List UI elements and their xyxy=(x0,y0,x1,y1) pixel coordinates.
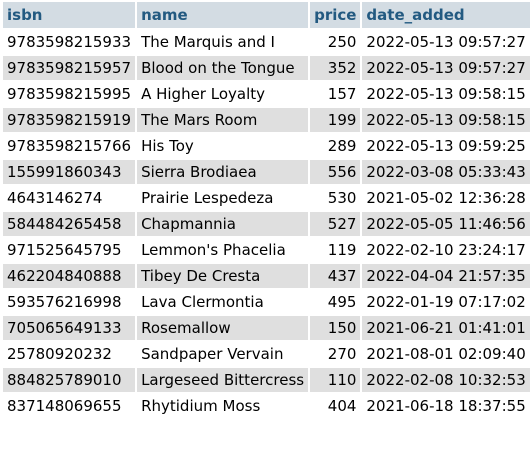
cell-price: 404 xyxy=(310,394,361,418)
table-row[interactable]: 593576216998 Lava Clermontia 495 2022-01… xyxy=(3,290,530,314)
cell-isbn: 462204840888 xyxy=(3,264,136,288)
cell-name: A Higher Loyalty xyxy=(137,82,309,106)
table-row[interactable]: 25780920232 Sandpaper Vervain 270 2021-0… xyxy=(3,342,530,366)
cell-price: 437 xyxy=(310,264,361,288)
cell-name: His Toy xyxy=(137,134,309,158)
cell-isbn: 971525645795 xyxy=(3,238,136,262)
table-row[interactable]: 884825789010 Largeseed Bittercress 110 2… xyxy=(3,368,530,392)
cell-date-added: 2022-05-13 09:57:27 xyxy=(362,56,530,80)
cell-name: The Marquis and I xyxy=(137,30,309,54)
column-header-price[interactable]: price xyxy=(310,2,361,28)
cell-name: Sandpaper Vervain xyxy=(137,342,309,366)
cell-name: The Mars Room xyxy=(137,108,309,132)
cell-isbn: 884825789010 xyxy=(3,368,136,392)
cell-isbn: 9783598215957 xyxy=(3,56,136,80)
table-row[interactable]: 971525645795 Lemmon's Phacelia 119 2022-… xyxy=(3,238,530,262)
cell-name: Prairie Lespedeza xyxy=(137,186,309,210)
cell-date-added: 2021-08-01 02:09:40 xyxy=(362,342,530,366)
cell-isbn: 9783598215766 xyxy=(3,134,136,158)
table-row[interactable]: 9783598215933 The Marquis and I 250 2022… xyxy=(3,30,530,54)
cell-price: 289 xyxy=(310,134,361,158)
cell-date-added: 2021-06-18 18:37:55 xyxy=(362,394,530,418)
cell-name: Rosemallow xyxy=(137,316,309,340)
cell-date-added: 2022-02-08 10:32:53 xyxy=(362,368,530,392)
cell-date-added: 2022-02-10 23:24:17 xyxy=(362,238,530,262)
cell-date-added: 2021-06-21 01:41:01 xyxy=(362,316,530,340)
cell-date-added: 2022-05-13 09:58:15 xyxy=(362,108,530,132)
cell-date-added: 2022-05-13 09:58:15 xyxy=(362,82,530,106)
cell-name: Lava Clermontia xyxy=(137,290,309,314)
cell-date-added: 2021-05-02 12:36:28 xyxy=(362,186,530,210)
cell-price: 199 xyxy=(310,108,361,132)
cell-isbn: 705065649133 xyxy=(3,316,136,340)
cell-date-added: 2022-01-19 07:17:02 xyxy=(362,290,530,314)
table-row[interactable]: 9783598215957 Blood on the Tongue 352 20… xyxy=(3,56,530,80)
table-row[interactable]: 9783598215995 A Higher Loyalty 157 2022-… xyxy=(3,82,530,106)
column-header-date-added[interactable]: date_added xyxy=(362,2,530,28)
cell-name: Tibey De Cresta xyxy=(137,264,309,288)
table-row[interactable]: 462204840888 Tibey De Cresta 437 2022-04… xyxy=(3,264,530,288)
cell-price: 352 xyxy=(310,56,361,80)
table-row[interactable]: 9783598215919 The Mars Room 199 2022-05-… xyxy=(3,108,530,132)
cell-name: Sierra Brodiaea xyxy=(137,160,309,184)
cell-price: 270 xyxy=(310,342,361,366)
cell-isbn: 9783598215995 xyxy=(3,82,136,106)
cell-isbn: 4643146274 xyxy=(3,186,136,210)
cell-isbn: 155991860343 xyxy=(3,160,136,184)
cell-date-added: 2022-05-05 11:46:56 xyxy=(362,212,530,236)
cell-isbn: 593576216998 xyxy=(3,290,136,314)
cell-date-added: 2022-05-13 09:59:25 xyxy=(362,134,530,158)
table-row[interactable]: 9783598215766 His Toy 289 2022-05-13 09:… xyxy=(3,134,530,158)
cell-isbn: 9783598215919 xyxy=(3,108,136,132)
cell-price: 119 xyxy=(310,238,361,262)
column-header-name[interactable]: name xyxy=(137,2,309,28)
cell-isbn: 837148069655 xyxy=(3,394,136,418)
cell-name: Blood on the Tongue xyxy=(137,56,309,80)
cell-price: 150 xyxy=(310,316,361,340)
cell-isbn: 584484265458 xyxy=(3,212,136,236)
cell-name: Chapmannia xyxy=(137,212,309,236)
cell-name: Largeseed Bittercress xyxy=(137,368,309,392)
cell-date-added: 2022-04-04 21:57:35 xyxy=(362,264,530,288)
cell-name: Lemmon's Phacelia xyxy=(137,238,309,262)
cell-price: 250 xyxy=(310,30,361,54)
table-row[interactable]: 837148069655 Rhytidium Moss 404 2021-06-… xyxy=(3,394,530,418)
table-row[interactable]: 705065649133 Rosemallow 150 2021-06-21 0… xyxy=(3,316,530,340)
cell-name: Rhytidium Moss xyxy=(137,394,309,418)
column-header-isbn[interactable]: isbn xyxy=(3,2,136,28)
cell-price: 527 xyxy=(310,212,361,236)
cell-price: 556 xyxy=(310,160,361,184)
results-table: isbn name price date_added 9783598215933… xyxy=(1,0,530,420)
table-row[interactable]: 584484265458 Chapmannia 527 2022-05-05 1… xyxy=(3,212,530,236)
cell-price: 110 xyxy=(310,368,361,392)
header-row: isbn name price date_added xyxy=(3,2,530,28)
cell-isbn: 25780920232 xyxy=(3,342,136,366)
cell-isbn: 9783598215933 xyxy=(3,30,136,54)
cell-date-added: 2022-03-08 05:33:43 xyxy=(362,160,530,184)
cell-date-added: 2022-05-13 09:57:27 xyxy=(362,30,530,54)
table-row[interactable]: 4643146274 Prairie Lespedeza 530 2021-05… xyxy=(3,186,530,210)
cell-price: 530 xyxy=(310,186,361,210)
cell-price: 495 xyxy=(310,290,361,314)
table-row[interactable]: 155991860343 Sierra Brodiaea 556 2022-03… xyxy=(3,160,530,184)
cell-price: 157 xyxy=(310,82,361,106)
